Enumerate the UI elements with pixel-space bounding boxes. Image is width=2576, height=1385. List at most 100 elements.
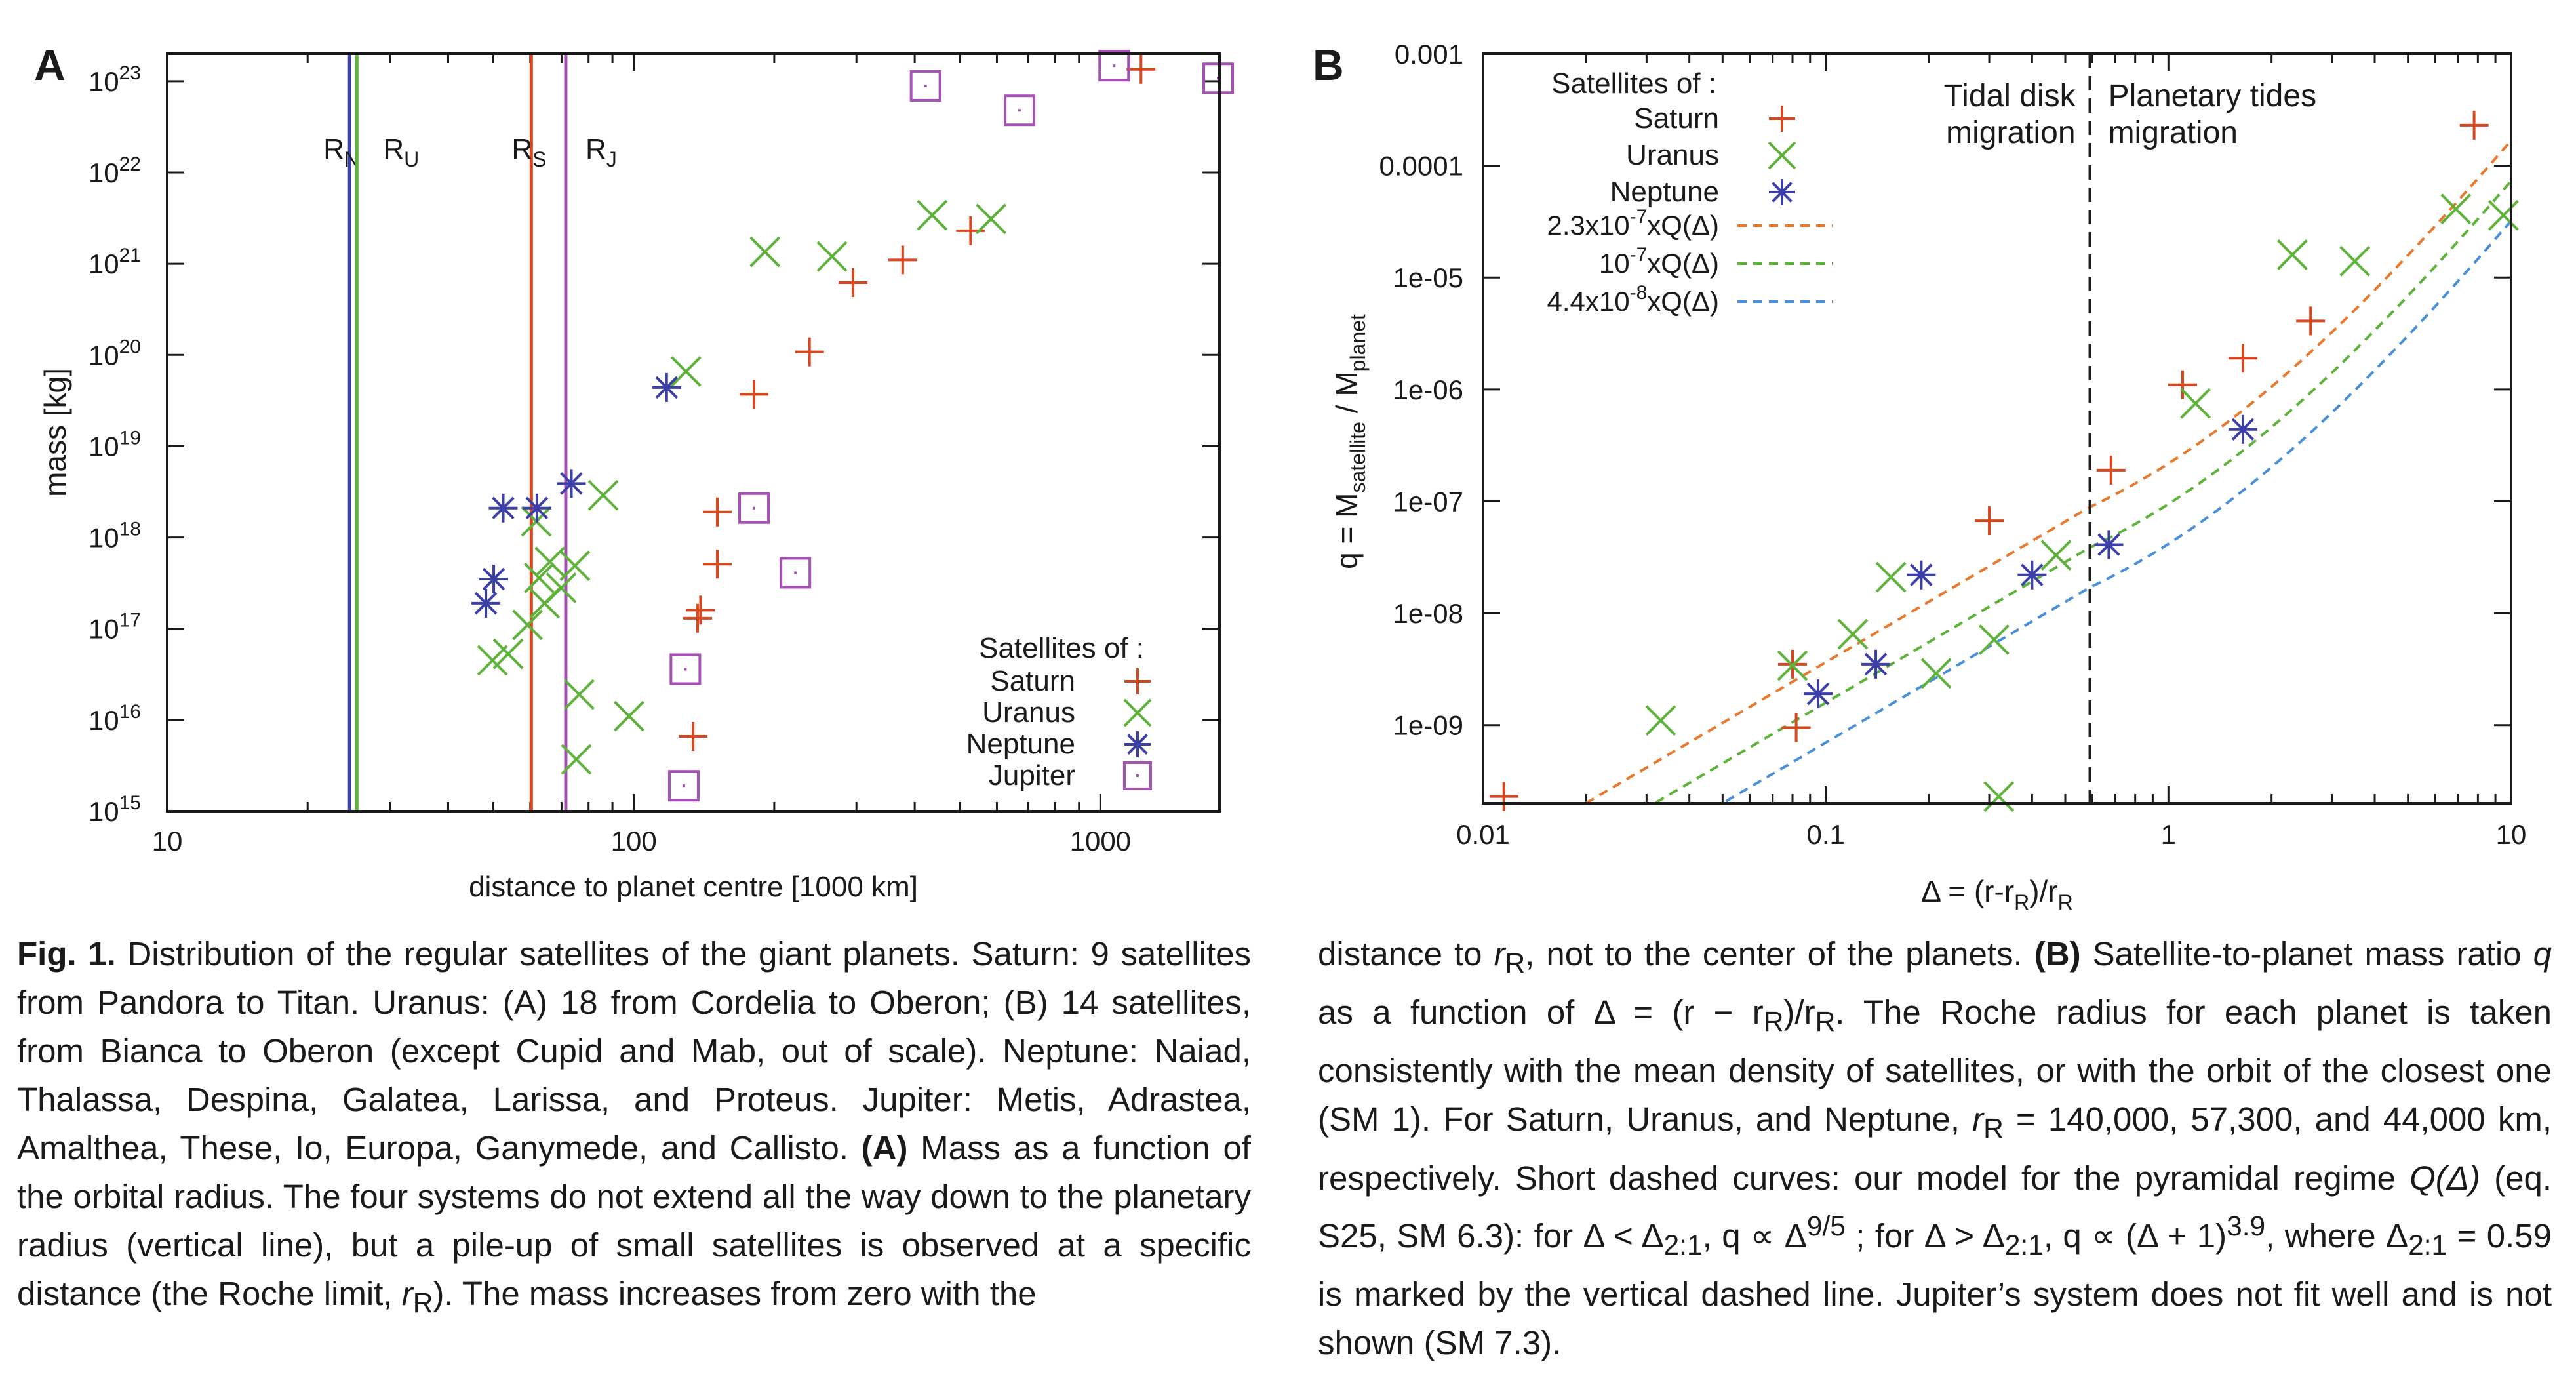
caption-subscript: 2:1 bbox=[1663, 1230, 1703, 1261]
cross-stroke bbox=[559, 550, 591, 582]
square-dot bbox=[682, 784, 685, 788]
cross-stroke bbox=[749, 236, 781, 268]
data-point-saturn bbox=[686, 595, 715, 625]
data-point-jupiter bbox=[1004, 94, 1036, 127]
caption-subscript: R bbox=[1763, 1007, 1784, 1038]
data-point-neptune bbox=[488, 493, 518, 523]
data-point-saturn bbox=[703, 497, 732, 527]
caption-symbol: q bbox=[2533, 935, 2552, 973]
caption-text: ; for Δ > Δ bbox=[1845, 1216, 2005, 1255]
legend-curve-label: 2.3x10-7xQ(Δ) bbox=[1547, 206, 1720, 241]
legend-curve-label: 4.4x10-8xQ(Δ) bbox=[1547, 282, 1720, 317]
caption-text: Mass as a function of the orbital radius… bbox=[17, 1129, 1251, 1312]
cross-stroke bbox=[2040, 540, 2072, 571]
data-point-uranus bbox=[534, 546, 566, 578]
data-point-uranus bbox=[976, 203, 1006, 235]
y-tick-label: 1016 bbox=[89, 701, 141, 736]
cross-stroke bbox=[587, 479, 619, 511]
cross-stroke bbox=[2276, 239, 2308, 270]
chart-panel-a: A 10 100 1000 1015 1016 1017 1018 1019 1020 1021 10… bbox=[34, 41, 1234, 903]
square-outline bbox=[1004, 94, 1036, 127]
legend-marker-saturn bbox=[1769, 106, 1795, 132]
legend-title: Satellites of : bbox=[1551, 68, 1716, 100]
legend-marker-uranus bbox=[1768, 141, 1796, 170]
data-point-neptune bbox=[652, 372, 681, 402]
data-point-uranus bbox=[1979, 624, 2010, 655]
data-point-jupiter bbox=[1098, 50, 1130, 82]
data-point-neptune bbox=[557, 469, 586, 498]
x-tick-label: 1000 bbox=[1070, 826, 1131, 856]
data-point-jupiter bbox=[780, 557, 812, 589]
planet-radius-label: RU bbox=[383, 133, 419, 171]
cross-stroke bbox=[2339, 245, 2371, 277]
legend-label: Saturn bbox=[990, 665, 1075, 697]
data-point-uranus bbox=[545, 572, 577, 603]
y-tick-label: 1e-06 bbox=[1393, 374, 1463, 405]
legend-title: Satellites of : bbox=[979, 632, 1144, 664]
cross-stroke bbox=[816, 241, 848, 272]
cross-stroke bbox=[492, 638, 524, 670]
y-axis-label: mass [kg] bbox=[38, 368, 72, 497]
data-point-uranus bbox=[2487, 199, 2519, 231]
cross-stroke bbox=[1123, 698, 1152, 727]
legend-label: Uranus bbox=[1626, 139, 1719, 171]
cross-stroke bbox=[1920, 658, 1952, 689]
chart-panel-b: B 0.01 0.1 1 10 0.001 0.0001 1e-05 1e-06 1e-07 1e-… bbox=[1313, 39, 2526, 914]
cross-stroke bbox=[1768, 141, 1796, 170]
square-outline bbox=[667, 770, 700, 802]
data-point-uranus bbox=[2180, 388, 2211, 419]
data-point-uranus bbox=[564, 679, 595, 710]
caption-subscript: 2:1 bbox=[2004, 1230, 2044, 1261]
data-point-saturn bbox=[703, 550, 732, 579]
data-point-uranus bbox=[512, 609, 544, 641]
square-outline bbox=[738, 492, 770, 524]
y-tick-label: 1e-05 bbox=[1393, 262, 1463, 293]
data-point-uranus bbox=[587, 479, 619, 511]
caption-symbol: r bbox=[1972, 1100, 1984, 1138]
data-point-neptune bbox=[471, 588, 501, 618]
model-curve bbox=[1725, 220, 2512, 803]
data-point-uranus bbox=[1645, 705, 1676, 736]
cross-stroke bbox=[477, 645, 508, 676]
model-curve bbox=[1655, 180, 2512, 804]
cross-stroke bbox=[2180, 388, 2211, 419]
caption-text: , q ∝ Δ bbox=[1702, 1216, 1807, 1255]
caption-superscript: 9/5 bbox=[1806, 1211, 1846, 1242]
caption-symbol: r bbox=[401, 1275, 413, 1312]
data-point-saturn bbox=[2096, 455, 2126, 485]
asterisk-stroke bbox=[1910, 563, 1933, 586]
data-point-saturn bbox=[2168, 370, 2197, 399]
data-point-uranus bbox=[1983, 781, 2015, 813]
y-tick-label: 1e-09 bbox=[1393, 710, 1463, 741]
asterisk-stroke bbox=[2097, 533, 2120, 556]
data-point-uranus bbox=[2040, 540, 2072, 571]
cross-stroke bbox=[1645, 705, 1676, 736]
caption-symbol: r bbox=[1494, 935, 1505, 973]
cross-stroke bbox=[561, 744, 592, 775]
cross-stroke bbox=[614, 700, 644, 732]
cross-stroke bbox=[545, 572, 577, 603]
y-tick-label: 1023 bbox=[89, 62, 141, 97]
data-point-uranus bbox=[1875, 561, 1907, 593]
square-outline bbox=[909, 70, 941, 102]
caption-text: = 140,000, 57,300, and 44,000 km, respec… bbox=[1318, 1100, 2552, 1197]
asterisk-stroke bbox=[492, 496, 515, 520]
square-outline bbox=[780, 557, 812, 589]
data-point-saturn bbox=[2459, 110, 2489, 140]
data-point-uranus bbox=[2440, 193, 2472, 225]
data-point-jupiter bbox=[667, 770, 700, 802]
legend-label: Uranus bbox=[982, 696, 1075, 729]
x-tick-label: 10 bbox=[152, 826, 183, 856]
data-point-uranus bbox=[2276, 239, 2308, 270]
cross-stroke bbox=[976, 203, 1006, 235]
data-point-neptune bbox=[1861, 649, 1891, 679]
y-tick-label: 1022 bbox=[89, 153, 141, 188]
legend-marker-jupiter bbox=[1123, 761, 1152, 790]
caption-text: , not to the center of the planets. bbox=[1525, 935, 2034, 973]
data-point-neptune bbox=[522, 493, 551, 523]
data-point-saturn bbox=[683, 603, 712, 633]
data-point-saturn bbox=[679, 721, 708, 751]
y-axis-label: q = Msatellite / Mplanet bbox=[1330, 314, 1370, 569]
y-tick-label: 1018 bbox=[89, 519, 141, 553]
